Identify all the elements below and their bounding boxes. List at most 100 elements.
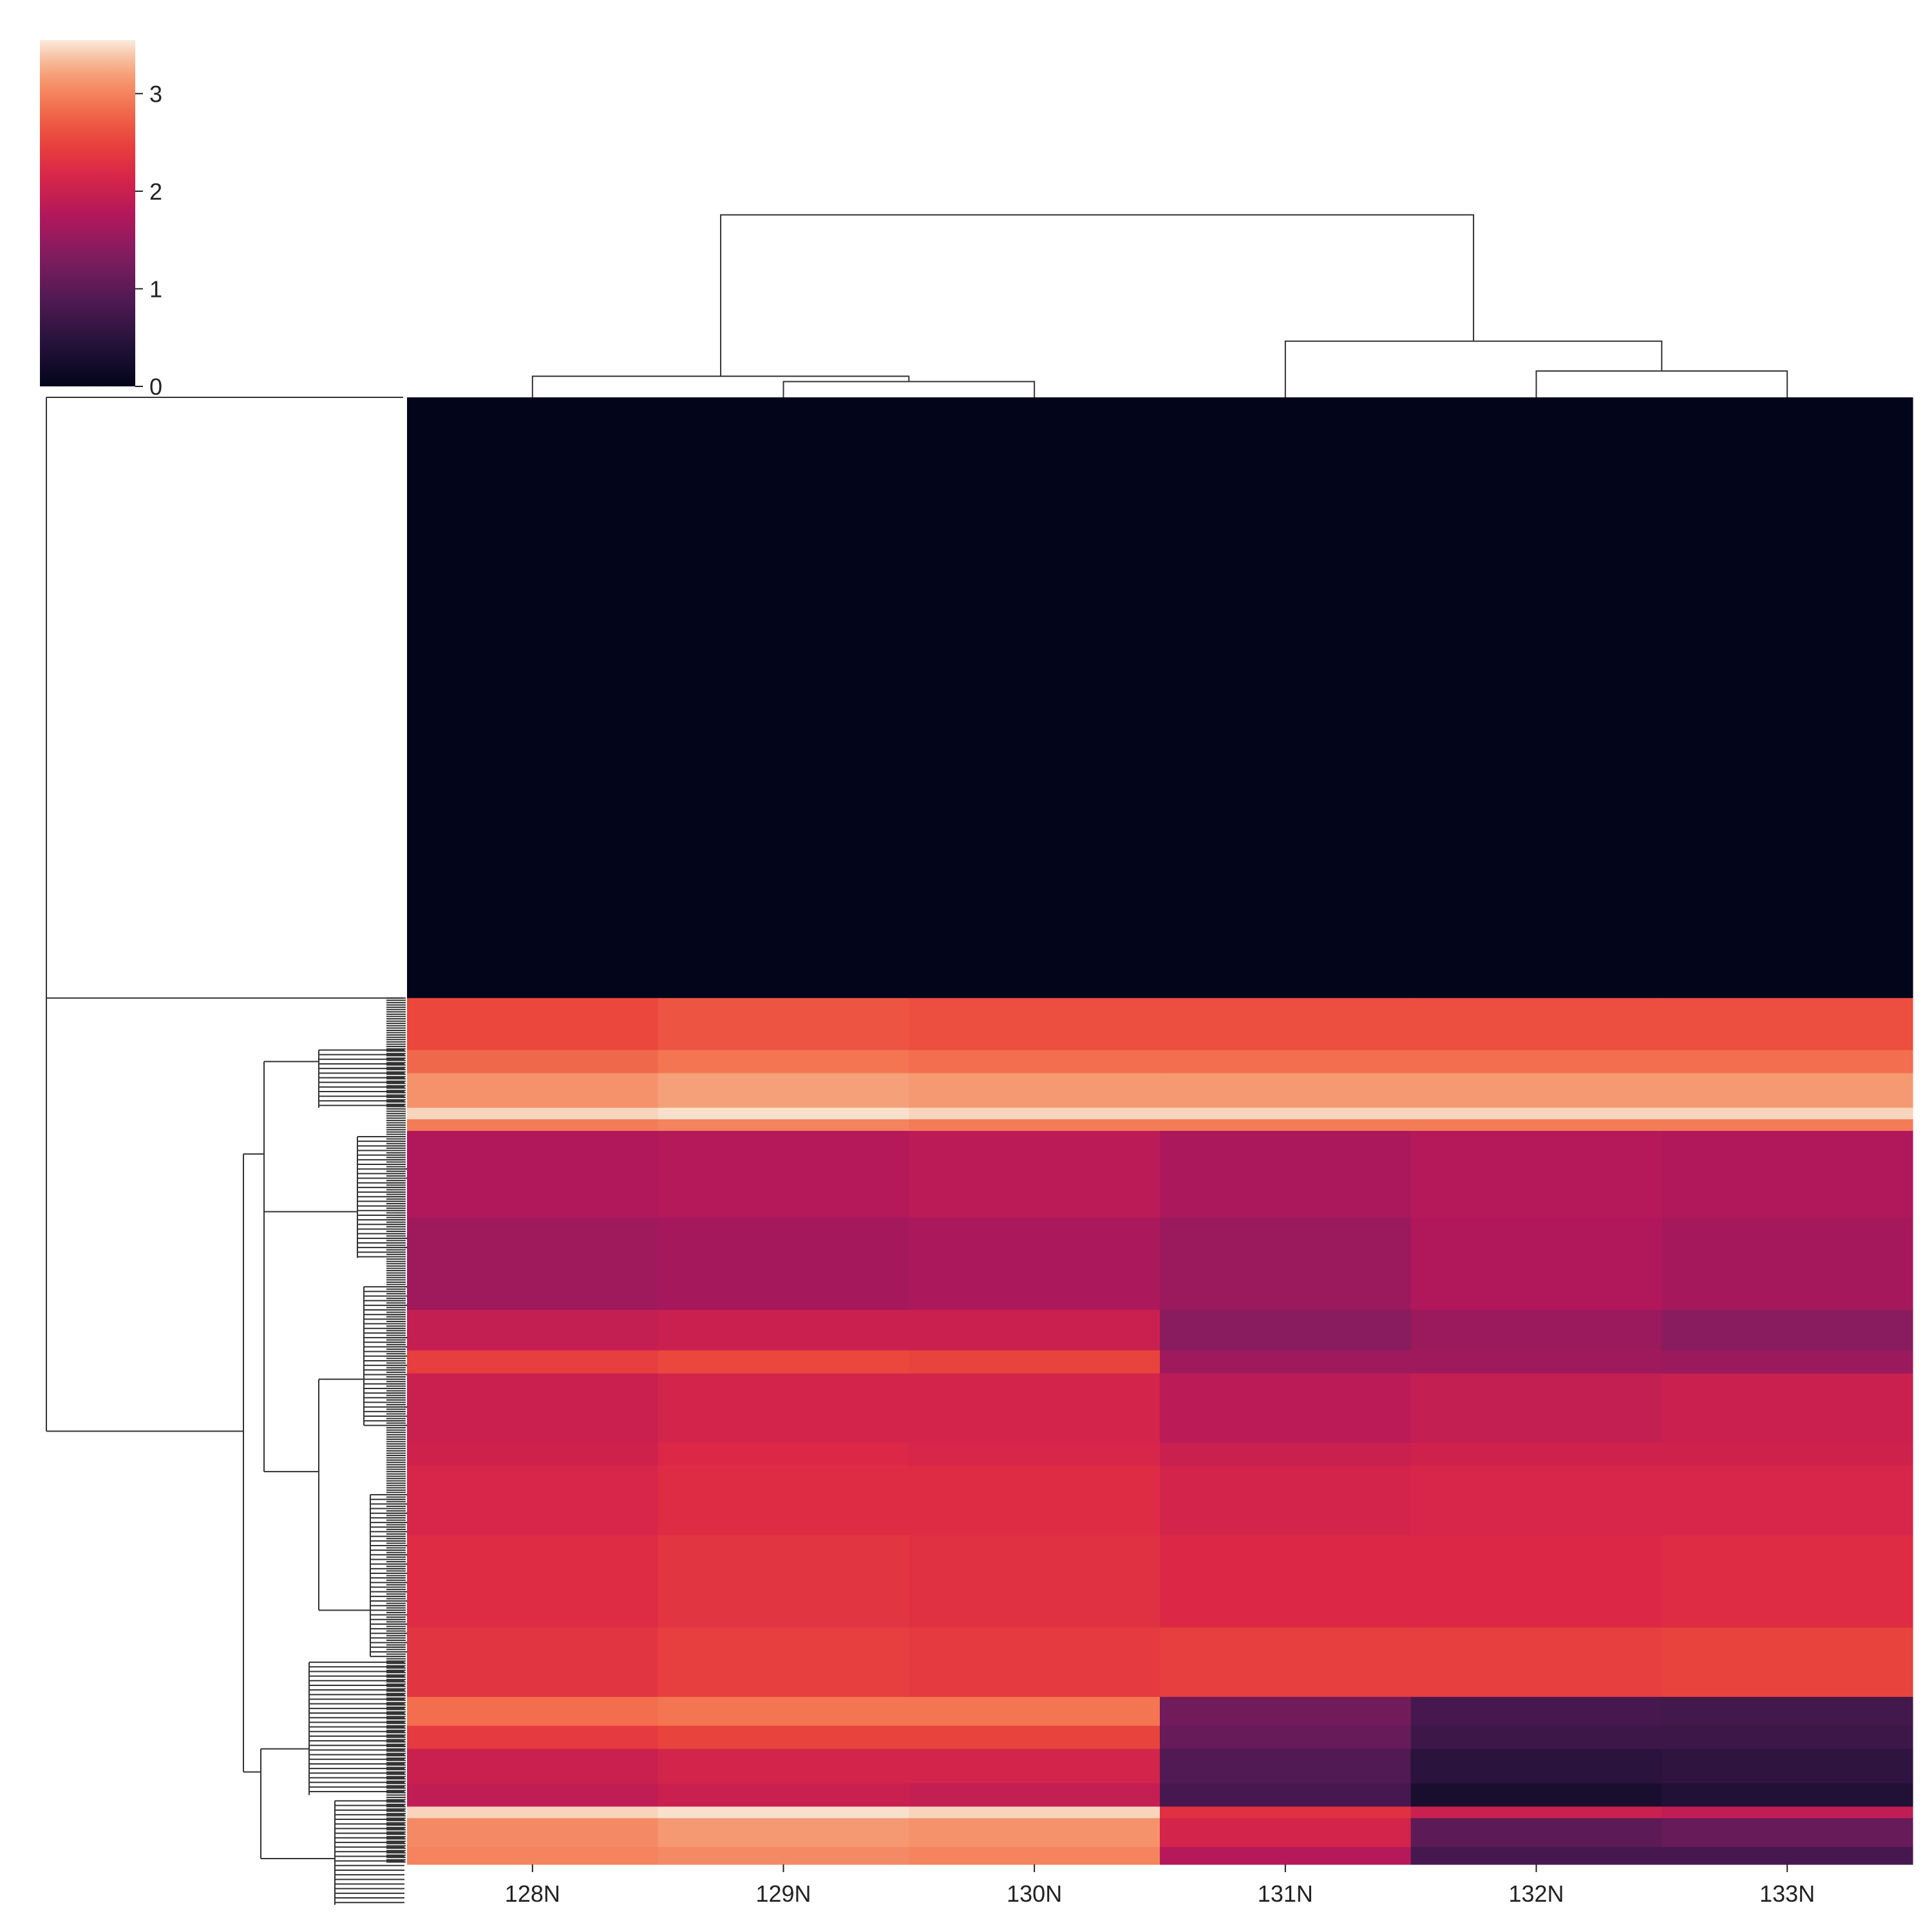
heatmap-cell-block-6-col-4 [1410,1131,1662,1218]
heatmap-cell-block-9-col-5 [1662,1350,1913,1374]
colorbar-tick-label: 2 [149,178,162,205]
heatmap-cell-block-9-col-0 [407,1350,659,1374]
heatmap-cell-block-12-col-5 [1662,1466,1913,1536]
heatmap-cell-block-16-col-5 [1662,1725,1913,1750]
heatmap-cell-block-17-col-5 [1662,1748,1913,1785]
heatmap-cell-block-7-col-2 [909,1217,1160,1311]
heatmap-cell-block-7-col-4 [1410,1217,1662,1311]
heatmap-cell-block-13-col-2 [909,1535,1160,1628]
heatmap-cell-block-10-col-0 [407,1373,659,1443]
heatmap-cell-block-2-col-3 [1160,1050,1412,1074]
heatmap-cell-block-15-col-0 [407,1696,659,1727]
heatmap-cell-block-20-col-3 [1160,1818,1412,1848]
heatmap-cell-block-15-col-1 [658,1696,909,1727]
heatmap-cell-block-10-col-5 [1662,1373,1913,1443]
heatmap-cell-block-17-col-0 [407,1748,659,1785]
heatmap-cell-block-17-col-3 [1160,1748,1412,1785]
heatmap-cell-block-18-col-4 [1410,1783,1662,1807]
heatmap-cell-block-1-col-4 [1410,998,1662,1051]
heatmap-cell-block-5-col-3 [1160,1119,1412,1132]
heatmap-cell-block-15-col-2 [909,1696,1160,1727]
heatmap-cell-block-13-col-4 [1410,1535,1662,1628]
heatmap-cell-block-19-col-1 [658,1806,909,1819]
heatmap-cell-block-16-col-3 [1160,1725,1412,1750]
heatmap-cell-block-18-col-1 [658,1783,909,1807]
x-tick-label: 133N [1759,1880,1815,1907]
heatmap-cell-block-2-col-5 [1662,1050,1913,1074]
heatmap-cell-block-16-col-1 [658,1725,909,1750]
heatmap-cell-block-11-col-4 [1410,1443,1662,1466]
heatmap-cell-block-11-col-0 [407,1443,659,1466]
heatmap-cell-block-16-col-4 [1410,1725,1662,1750]
heatmap-cell-block-5-col-5 [1662,1119,1913,1132]
heatmap-cell-block-0-col-2 [909,397,1160,999]
x-tick-label: 129N [755,1880,811,1907]
heatmap-cell-block-13-col-1 [658,1535,909,1628]
heatmap-cell-block-12-col-4 [1410,1466,1662,1536]
heatmap-cell-block-6-col-5 [1662,1131,1913,1218]
heatmap-cell-block-10-col-1 [658,1373,909,1443]
heatmap-cell-block-4-col-3 [1160,1108,1412,1120]
heatmap-cell-block-11-col-3 [1160,1443,1412,1466]
heatmap-cell-block-5-col-4 [1410,1119,1662,1132]
heatmap-cell-block-1-col-2 [909,998,1160,1051]
heatmap-cell-block-8-col-2 [909,1310,1160,1351]
heatmap-cell-block-0-col-1 [658,397,909,999]
heatmap-cell-block-13-col-3 [1160,1535,1412,1628]
x-tick-label: 132N [1508,1880,1564,1907]
heatmap-cell-block-13-col-0 [407,1535,659,1628]
heatmap-cell-block-4-col-5 [1662,1108,1913,1120]
heatmap-cell-block-9-col-2 [909,1350,1160,1374]
col-link-root [720,214,1475,377]
heatmap-cell-block-3-col-5 [1662,1073,1913,1108]
colorbar-bar [40,40,135,386]
heatmap-cell-block-19-col-0 [407,1806,659,1819]
heatmap-cell-block-6-col-0 [407,1131,659,1218]
heatmap-cell-block-0-col-5 [1662,397,1913,999]
heatmap-cell-block-17-col-2 [909,1748,1160,1785]
heatmap-cell-block-4-col-0 [407,1108,659,1120]
colorbar-tick-label: 0 [149,374,162,400]
heatmap-cell-block-5-col-0 [407,1119,659,1132]
col-link-132N-133N [1535,370,1788,397]
heatmap-cell-block-15-col-3 [1160,1696,1412,1727]
heatmap-cell-block-3-col-1 [658,1073,909,1108]
heatmap-cell-block-18-col-2 [909,1783,1160,1807]
heatmap-cell-block-4-col-2 [909,1108,1160,1120]
heatmap-cell-block-4-col-1 [658,1108,909,1120]
heatmap-cell-block-14-col-4 [1410,1627,1662,1698]
heatmap-cells [407,397,1913,1865]
heatmap-cell-block-6-col-3 [1160,1131,1412,1218]
heatmap-cell-block-21-col-3 [1160,1847,1412,1865]
heatmap-cell-block-14-col-2 [909,1627,1160,1698]
heatmap-cell-block-8-col-5 [1662,1310,1913,1351]
heatmap-cell-block-8-col-0 [407,1310,659,1351]
heatmap-cell-block-14-col-5 [1662,1627,1913,1698]
heatmap-cell-block-20-col-1 [658,1818,909,1848]
heatmap-cell-block-1-col-3 [1160,998,1412,1051]
heatmap-cell-block-17-col-1 [658,1748,909,1785]
heatmap-cell-block-12-col-2 [909,1466,1160,1536]
heatmap-cell-block-15-col-4 [1410,1696,1662,1727]
heatmap-cell-block-21-col-0 [407,1847,659,1865]
heatmap-cell-block-20-col-5 [1662,1818,1913,1848]
heatmap-cell-block-4-col-4 [1410,1108,1662,1120]
heatmap-cell-block-7-col-1 [658,1217,909,1311]
heatmap-cell-block-8-col-1 [658,1310,909,1351]
heatmap-cell-block-2-col-2 [909,1050,1160,1074]
heatmap-cell-block-18-col-0 [407,1783,659,1807]
heatmap-cell-block-19-col-4 [1410,1806,1662,1819]
heatmap-cell-block-3-col-2 [909,1073,1160,1108]
heatmap-cell-block-21-col-4 [1410,1847,1662,1865]
heatmap-cell-block-9-col-1 [658,1350,909,1374]
heatmap-cell-block-21-col-1 [658,1847,909,1865]
heatmap-cell-block-11-col-1 [658,1443,909,1466]
heatmap-cell-block-6-col-1 [658,1131,909,1218]
heatmap-cell-block-11-col-2 [909,1443,1160,1466]
heatmap-cell-block-0-col-4 [1410,397,1662,999]
heatmap-cell-block-3-col-0 [407,1073,659,1108]
row-dendrogram [46,397,424,1905]
col-link-128N-cluster [531,375,910,397]
heatmap-cell-block-8-col-3 [1160,1310,1412,1351]
